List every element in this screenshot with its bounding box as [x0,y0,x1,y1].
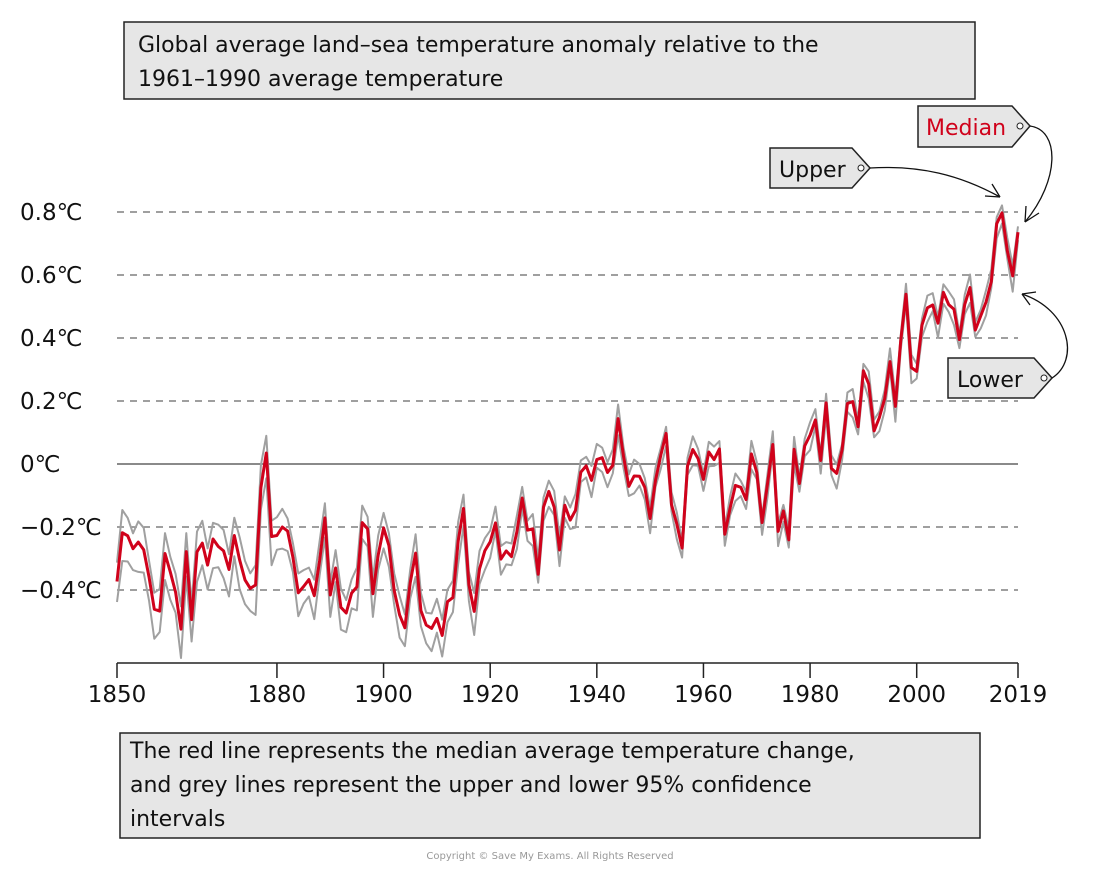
y-axis-labels: 0.8℃ 0.6℃ 0.4℃ 0.2℃ 0℃ −0.2℃ −0.4℃ [20,200,102,604]
lower-arrow [1021,293,1068,379]
y-tick-label: 0.2℃ [20,389,82,415]
y-tick-label: 0℃ [20,452,60,478]
median-tag: Median [917,105,1031,148]
caption-line-1: The red line represents the median avera… [129,739,855,764]
x-axis: 1850 1880 1900 1920 1940 1960 1980 2000 2019 [88,662,1048,708]
median-arrow [1024,125,1053,223]
median-arrow-head [1024,205,1040,223]
x-tick-label: 1920 [461,682,520,708]
copyright-text: Copyright © Save My Exams. All Rights Re… [426,851,673,862]
title-line-2: 1961–1990 average temperature [138,67,503,92]
y-tick-label: −0.2℃ [20,515,102,541]
caption-line-2: and grey lines represent the upper and l… [130,773,812,798]
y-tick-label: −0.4℃ [20,578,102,604]
y-tick-label: 0.6℃ [20,263,82,289]
series-lines [115,204,1020,659]
upper-series-line [116,204,1019,621]
x-tick-label: 1850 [88,682,147,708]
x-tick-label: 1940 [568,682,627,708]
lower-series-line [116,222,1019,659]
x-tick-label: 2000 [887,682,946,708]
caption-box: The red line represents the median avera… [119,732,981,839]
x-tick-label: 2019 [989,682,1048,708]
x-tick-label: 1880 [248,682,307,708]
median-label: Median [926,116,1006,141]
upper-arrow-head [984,183,1001,198]
x-tick-label: 1980 [781,682,840,708]
x-tick-label: 1900 [354,682,413,708]
upper-tag: Upper [769,147,872,189]
lower-arrow-head [1021,291,1037,306]
lower-tag: Lower [947,357,1054,399]
annotation-arrows [869,125,1068,379]
caption-line-3: intervals [130,807,225,832]
median-series-line [115,211,1020,637]
y-tick-label: 0.4℃ [20,326,82,352]
upper-label: Upper [779,158,847,183]
y-tick-label: 0.8℃ [20,200,82,226]
x-tick-label: 1960 [674,682,733,708]
title-line-1: Global average land–sea temperature anom… [138,33,819,58]
upper-arrow [869,166,1001,198]
title-box: Global average land–sea temperature anom… [123,21,976,100]
lower-label: Lower [957,368,1024,393]
